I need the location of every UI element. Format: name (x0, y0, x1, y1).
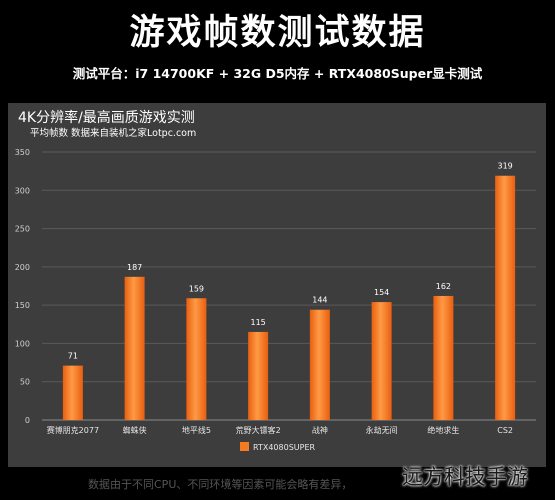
y-tick-label: 0 (25, 416, 30, 425)
y-tick-label: 200 (15, 263, 30, 272)
page-subtitle: 测试平台：i7 14700KF + 32G D5内存 + RTX4080Supe… (72, 66, 483, 81)
data-label: 187 (127, 263, 142, 272)
footer-note: 数据由于不同CPU、不同环境等因素可能会略有差异， (88, 478, 353, 491)
x-tick-label: CS2 (497, 426, 513, 435)
y-tick-label: 100 (15, 339, 30, 348)
x-tick-label: 蜘蛛侠 (123, 425, 147, 435)
bar (186, 298, 207, 420)
chart-subtitle: 平均帧数 数据来自装机之家Lotpc.com (30, 128, 197, 139)
bar (433, 295, 454, 420)
page-title: 游戏帧数测试数据 (129, 13, 426, 53)
y-tick-label: 50 (20, 378, 30, 387)
data-label: 71 (68, 352, 78, 361)
watermark: 远方科技手游 (402, 465, 528, 489)
bar (124, 276, 145, 420)
bar (248, 331, 269, 420)
data-label: 162 (436, 282, 451, 291)
y-tick-label: 150 (15, 301, 30, 310)
legend-label: RTX4080SUPER (253, 443, 316, 452)
x-tick-label: 战神 (312, 425, 328, 435)
y-tick-label: 300 (15, 186, 30, 195)
x-tick-label: 荒野大镖客2 (236, 425, 281, 435)
y-tick-label: 350 (15, 148, 30, 157)
bar (371, 302, 392, 420)
bar (309, 309, 330, 420)
x-tick-label: 赛博朋克2077 (47, 425, 99, 435)
x-tick-label: 永劫无间 (366, 425, 398, 435)
data-label: 154 (374, 288, 389, 297)
x-tick-label: 地平线5 (182, 425, 211, 435)
data-label: 144 (312, 296, 327, 305)
legend-swatch (240, 442, 249, 451)
bar (495, 175, 516, 420)
data-label: 319 (497, 162, 512, 171)
chart-panel (8, 103, 546, 467)
data-label: 115 (250, 318, 265, 327)
y-tick-label: 250 (15, 225, 30, 234)
x-tick-label: 绝地求生 (427, 425, 459, 435)
bar (62, 365, 83, 420)
chart-title: 4K分辨率/最高画质游戏实测 (18, 110, 195, 126)
data-label: 159 (189, 284, 204, 293)
